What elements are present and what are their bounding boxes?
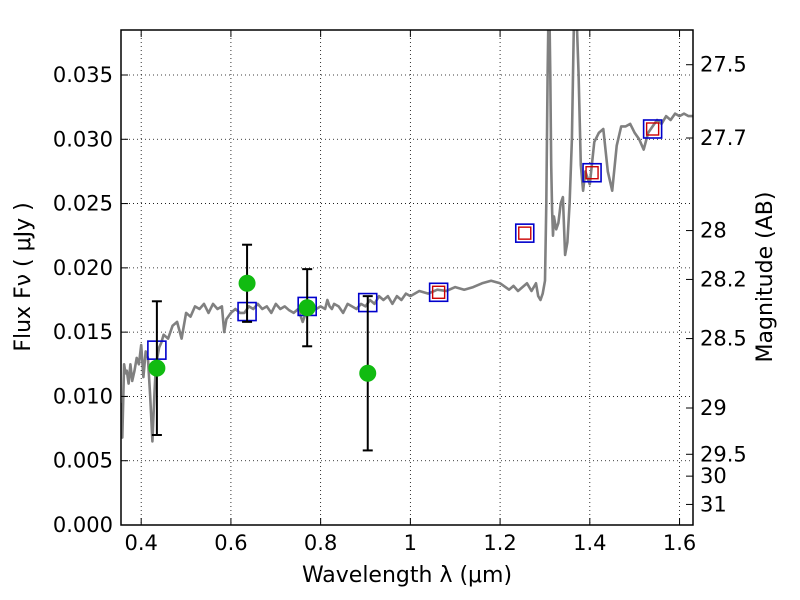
plot-frame bbox=[120, 29, 694, 526]
x-axis-label: Wavelength λ (μm) bbox=[302, 563, 512, 588]
x-tick-label: 1.4 bbox=[573, 531, 606, 555]
model-square-marker bbox=[428, 282, 449, 303]
measured-flux-point bbox=[359, 364, 377, 382]
magnitude-tick-label: 27.5 bbox=[700, 53, 747, 77]
magnitude-tick-label: 28.5 bbox=[700, 327, 747, 351]
x-tick-label: 0.4 bbox=[124, 531, 157, 555]
plot-layer bbox=[121, 30, 693, 452]
x-tick-label: 1.2 bbox=[483, 531, 516, 555]
measured-flux-point bbox=[298, 299, 316, 317]
y-tick-label: 0.015 bbox=[53, 320, 113, 344]
plot-area bbox=[121, 30, 693, 525]
y-tick-label: 0.020 bbox=[53, 256, 113, 280]
photometry-square-marker bbox=[431, 285, 446, 299]
y-tick-label: 0.005 bbox=[53, 449, 113, 473]
measured-flux-point bbox=[238, 274, 256, 292]
photometry-square-marker bbox=[645, 122, 660, 136]
photometry-square-marker bbox=[585, 166, 599, 180]
measured-flux-point bbox=[148, 359, 166, 377]
x-tick-label: 0.6 bbox=[214, 531, 247, 555]
x-tick-label: 1 bbox=[404, 531, 417, 555]
y-tick-label: 0.025 bbox=[53, 192, 113, 216]
magnitude-tick-label: 27.7 bbox=[700, 126, 747, 150]
photometry-square-marker bbox=[518, 226, 532, 240]
magnitude-tick-label: 29 bbox=[700, 396, 727, 420]
axis-ticks: 0.4 0.6 0.8 1 1.2 1.4 1.6 0.000 0.005 0.010 0.015 0… bbox=[53, 30, 747, 555]
magnitude-tick-label: 29.5 bbox=[700, 442, 747, 466]
magnitude-tick-label: 31 bbox=[700, 492, 727, 516]
x-tick-label: 1.6 bbox=[663, 531, 696, 555]
y-tick-label: 0.010 bbox=[53, 384, 113, 408]
y-tick-label: 0.030 bbox=[53, 127, 113, 151]
magnitude-tick-label: 30 bbox=[700, 464, 727, 488]
y-axis-right-label: Magnitude (AB) bbox=[753, 192, 778, 363]
model-square-marker bbox=[582, 162, 602, 183]
x-tick-label: 0.8 bbox=[304, 531, 337, 555]
model-square-marker bbox=[642, 119, 663, 139]
spectrum-line bbox=[121, 30, 693, 443]
y-tick-label: 0.000 bbox=[53, 513, 113, 537]
magnitude-tick-label: 28.2 bbox=[700, 267, 747, 291]
model-square-marker bbox=[514, 223, 535, 243]
y-axis-label: Flux Fν ( μJy ) bbox=[11, 202, 36, 351]
magnitude-tick-label: 28 bbox=[700, 219, 727, 243]
y-tick-label: 0.035 bbox=[53, 63, 113, 87]
